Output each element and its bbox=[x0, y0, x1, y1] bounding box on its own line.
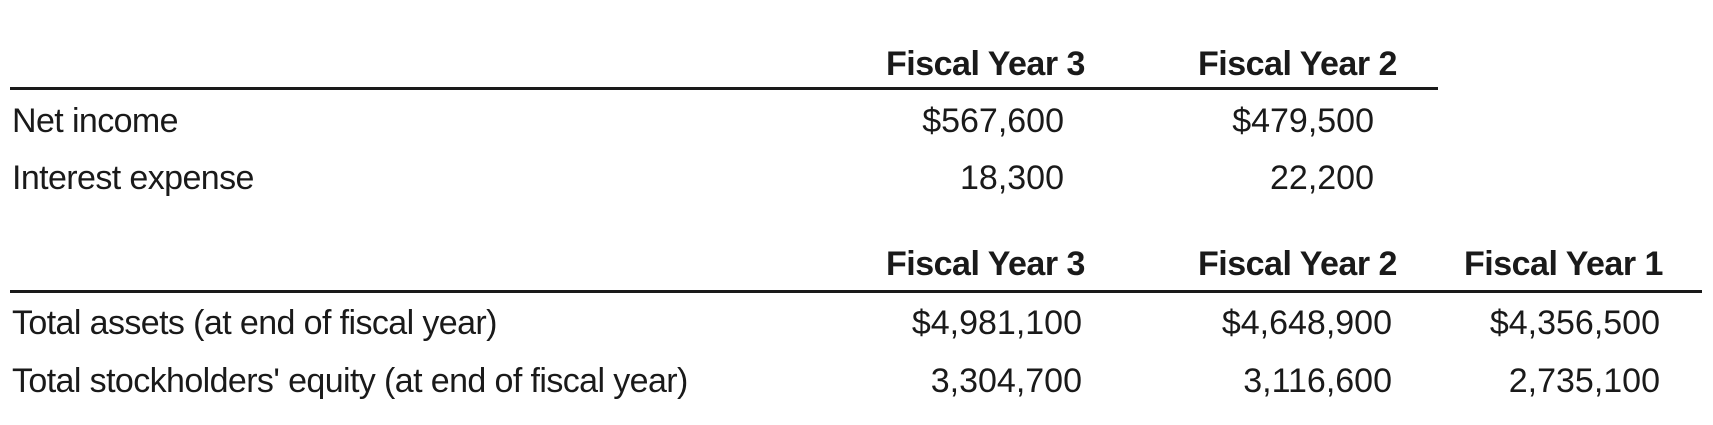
table1-cell-net-income-fy3: $567,600 bbox=[922, 102, 1064, 140]
table2-cell-total-assets-fy2: $4,648,900 bbox=[1221, 304, 1392, 342]
table2-row-label-total-assets: Total assets (at end of fiscal year) bbox=[12, 304, 497, 342]
table2-cell-total-assets-fy3: $4,981,100 bbox=[911, 304, 1082, 342]
table1-header-fy2: Fiscal Year 2 bbox=[1198, 45, 1397, 83]
table2-cell-total-equity-fy1: 2,735,100 bbox=[1508, 362, 1660, 400]
table1-header-fy3: Fiscal Year 3 bbox=[886, 45, 1085, 83]
table2-header-fy3: Fiscal Year 3 bbox=[886, 245, 1085, 283]
table2-cell-total-equity-fy2: 3,116,600 bbox=[1243, 362, 1392, 400]
table2-cell-total-assets-fy1: $4,356,500 bbox=[1489, 304, 1660, 342]
table1-row-label-net-income: Net income bbox=[12, 102, 179, 140]
table2-row-label-total-equity: Total stockholders' equity (at end of fi… bbox=[12, 362, 688, 400]
table1-row-label-interest-expense: Interest expense bbox=[12, 159, 254, 197]
table1-cell-interest-expense-fy3: 18,300 bbox=[960, 159, 1064, 197]
table1-cell-interest-expense-fy2: 22,200 bbox=[1270, 159, 1374, 197]
table2-header-fy2: Fiscal Year 2 bbox=[1198, 245, 1397, 283]
table2-header-rule bbox=[10, 290, 1702, 293]
table1-header-rule bbox=[10, 87, 1438, 90]
table1-cell-net-income-fy2: $479,500 bbox=[1232, 102, 1374, 140]
table2-cell-total-equity-fy3: 3,304,700 bbox=[930, 362, 1082, 400]
table2-header-fy1: Fiscal Year 1 bbox=[1464, 245, 1663, 283]
